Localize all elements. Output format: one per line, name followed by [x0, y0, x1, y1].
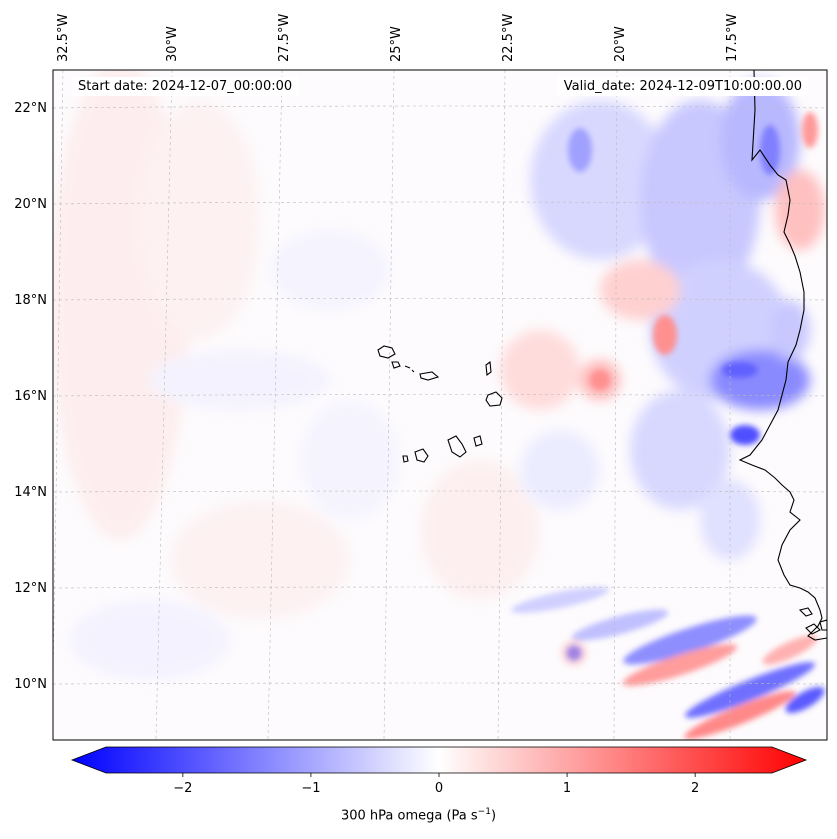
colorbar-tick-label: 2: [691, 781, 699, 796]
colorbar-tick-label: 0: [435, 781, 443, 796]
colorbar-label: 300 hPa omega (Pa s−1): [340, 807, 497, 824]
valid-date-label: Valid_date: 2024-12-09T10:00:00.00: [557, 77, 808, 96]
lon-label-17.5w: 17.5°W: [725, 14, 740, 62]
cape-verde-islands: [377, 345, 503, 463]
lat-label-10n: 10°N: [14, 677, 47, 692]
gridlines: [53, 70, 827, 740]
bissagos-islands: [798, 607, 827, 635]
lon-label-32.5w: 32.5°W: [56, 14, 71, 62]
colorbar-ticks: −2 −1 0 1 2: [173, 773, 699, 796]
lat-labels: 22°N 20°N 18°N 16°N 14°N 12°N 10°N: [14, 101, 47, 692]
lat-label-22n: 22°N: [14, 101, 47, 116]
colorbar-tick-label: 1: [563, 781, 571, 796]
coastlines: [377, 70, 827, 641]
lon-label-22.5w: 22.5°W: [501, 14, 516, 62]
lat-label-12n: 12°N: [14, 581, 47, 596]
colorbar: −2 −1 0 1 2: [70, 746, 808, 796]
colorbar-tick-label: −1: [301, 781, 320, 796]
lon-label-30w: 30°W: [165, 26, 180, 62]
omega-field: [53, 70, 827, 740]
lon-label-25w: 25°W: [389, 26, 404, 62]
lat-label-20n: 20°N: [14, 197, 47, 212]
colorbar-bar: [70, 746, 808, 774]
colorbar-tick-label: −2: [173, 781, 192, 796]
start-date-label: Start date: 2024-12-07_00:00:00: [72, 77, 299, 96]
lon-label-27.5w: 27.5°W: [277, 14, 292, 62]
lon-label-20w: 20°W: [613, 26, 628, 62]
lon-labels: 32.5°W 30°W 27.5°W 25°W 22.5°W 20°W 17.5…: [56, 14, 740, 62]
lat-label-16n: 16°N: [14, 389, 47, 404]
map-frame: [52, 69, 828, 741]
lat-label-14n: 14°N: [14, 485, 47, 500]
lat-label-18n: 18°N: [14, 293, 47, 308]
africa-coast: [738, 70, 827, 641]
